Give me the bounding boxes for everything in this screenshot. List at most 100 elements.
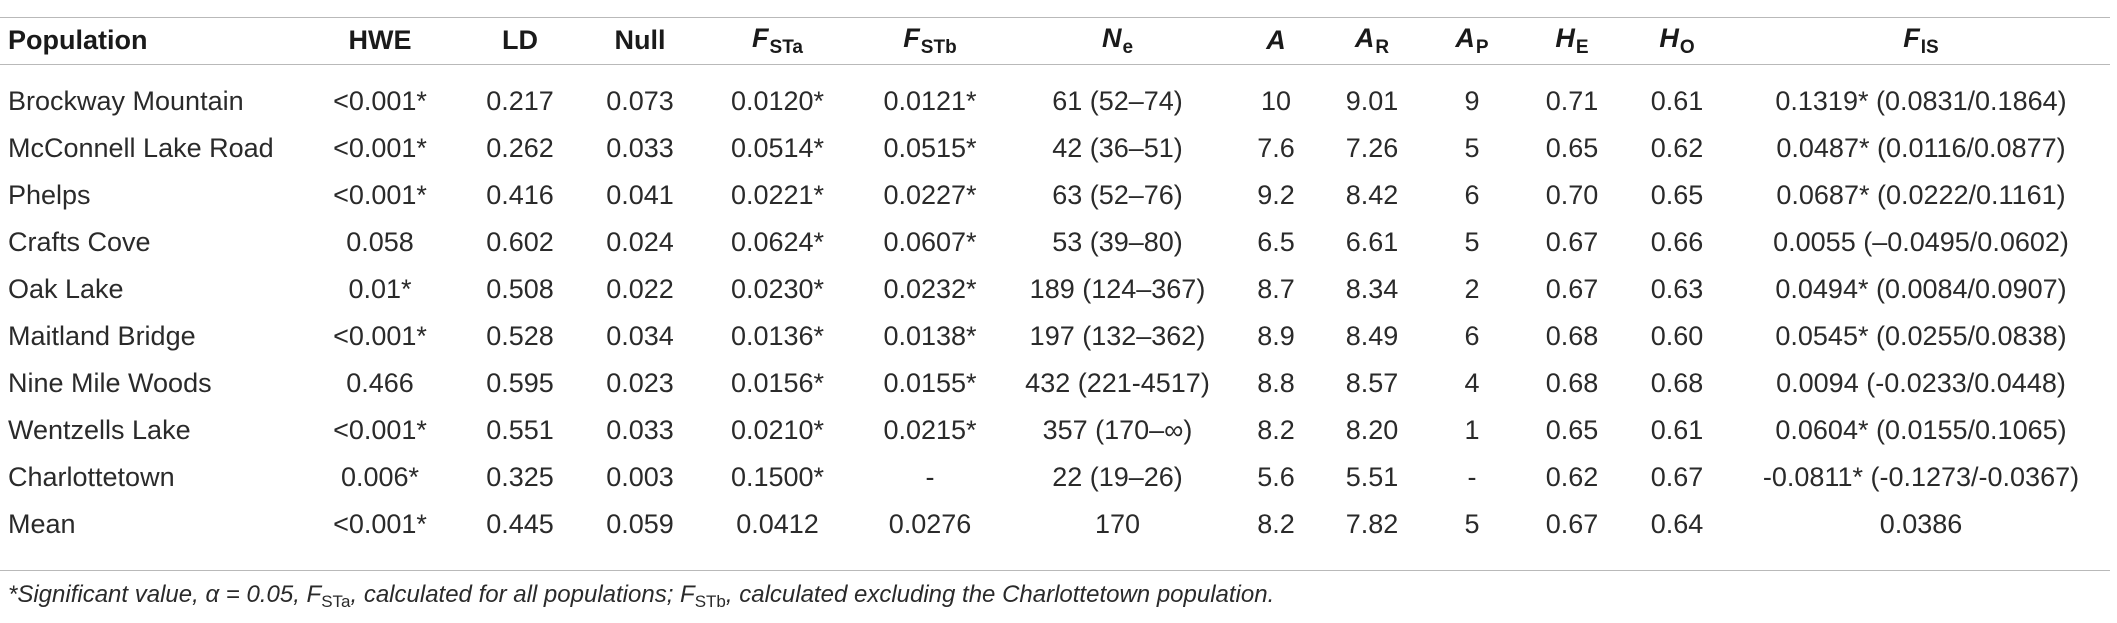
cell-a: 8.7 (1257, 274, 1295, 304)
cell-ne: 432 (221-4517) (1025, 368, 1210, 398)
footnote-text-1: *Significant value, α = 0.05, F (8, 581, 322, 608)
bottom-rule (0, 570, 2110, 571)
cell-ap: 4 (1464, 368, 1480, 398)
cell-ld: 0.551 (486, 415, 554, 445)
header-population-label: Population (8, 25, 148, 55)
cell-null: 0.003 (606, 462, 674, 492)
cell-null: 0.022 (606, 274, 674, 304)
cell-ld: 0.217 (486, 86, 554, 116)
header-ne-label: N (1101, 22, 1122, 53)
cell-ld: 0.508 (486, 274, 554, 304)
cell-population: Phelps (8, 180, 91, 210)
cell-a: 6.5 (1257, 227, 1295, 257)
cell-he: 0.68 (1545, 368, 1599, 398)
cell-fsta: 0.0412 (736, 509, 819, 539)
header-he-label: H (1555, 22, 1575, 53)
cell-fis: 0.0494* (0.0084/0.0907) (1775, 274, 2067, 304)
cell-fsta: 0.0221* (730, 180, 825, 210)
cell-hwe: 0.466 (346, 368, 414, 398)
cell-ap: 1 (1464, 415, 1480, 445)
header-a: A (1230, 17, 1322, 64)
cell-ar: 8.49 (1345, 321, 1399, 351)
cell-fis: 0.0094 (-0.0233/0.0448) (1776, 368, 2066, 398)
cell-null: 0.059 (606, 509, 674, 539)
cell-ar: 9.01 (1345, 86, 1399, 116)
cell-ne: 197 (132–362) (1029, 321, 1206, 351)
cell-hwe: <0.001* (333, 321, 427, 351)
cell-ap: 2 (1464, 274, 1480, 304)
cell-ld: 0.595 (486, 368, 554, 398)
cell-fis: 0.0545* (0.0255/0.0838) (1775, 321, 2067, 351)
table-body: Brockway Mountain <0.001* 0.217 0.073 0.0120… (0, 64, 2110, 548)
cell-ho: 0.60 (1650, 321, 1704, 351)
header-ap-label: A (1455, 22, 1475, 53)
cell-fsta: 0.1500* (730, 462, 825, 492)
cell-ho: 0.63 (1650, 274, 1704, 304)
cell-fstb: 0.0138* (883, 321, 977, 351)
cell-fis: 0.1319* (0.0831/0.1864) (1775, 86, 2067, 116)
cell-ap: 5 (1464, 133, 1480, 163)
header-population: Population (0, 17, 300, 64)
footnote-subscript-1: STa (321, 592, 351, 611)
top-rule (0, 17, 2110, 18)
header-hwe-label: HWE (348, 25, 412, 55)
cell-fstb: 0.0121* (883, 86, 977, 116)
header-ap: AP (1422, 17, 1522, 64)
header-fstb-subscript: STb (920, 36, 957, 58)
cell-fis: 0.0604* (0.0155/0.1065) (1775, 415, 2067, 445)
cell-a: 9.2 (1257, 180, 1295, 210)
cell-ne: 53 (39–80) (1052, 227, 1183, 257)
header-fsta-subscript: STa (769, 36, 803, 58)
header-fis: FIS (1732, 17, 2110, 64)
cell-null: 0.073 (606, 86, 674, 116)
header-ho-label: H (1659, 22, 1679, 53)
cell-hwe: <0.001* (333, 86, 427, 116)
cell-null: 0.033 (606, 415, 674, 445)
cell-ld: 0.602 (486, 227, 554, 257)
table-row: Maitland Bridge <0.001* 0.528 0.034 0.0136* 0… (0, 313, 2110, 360)
cell-a: 8.2 (1257, 415, 1295, 445)
cell-ho: 0.61 (1650, 86, 1704, 116)
cell-ar: 5.51 (1345, 462, 1399, 492)
cell-a: 10 (1260, 86, 1292, 116)
cell-null: 0.023 (606, 368, 674, 398)
cell-fstb: 0.0215* (883, 415, 977, 445)
cell-he: 0.67 (1545, 227, 1599, 257)
cell-hwe: 0.058 (346, 227, 414, 257)
table-row: Oak Lake 0.01* 0.508 0.022 0.0230* 0.0232* 189… (0, 266, 2110, 313)
header-ho: HO (1622, 17, 1732, 64)
cell-ap: 6 (1464, 180, 1480, 210)
cell-ho: 0.64 (1650, 509, 1704, 539)
cell-he: 0.65 (1545, 133, 1599, 163)
header-ld-label: LD (502, 25, 538, 55)
cell-population: Crafts Cove (8, 227, 151, 257)
cell-ap: 5 (1464, 509, 1480, 539)
cell-ld: 0.325 (486, 462, 554, 492)
cell-ne: 189 (124–367) (1029, 274, 1206, 304)
cell-ld: 0.416 (486, 180, 554, 210)
cell-ne: 170 (1094, 509, 1141, 539)
cell-fstb: 0.0607* (883, 227, 977, 257)
cell-hwe: <0.001* (333, 415, 427, 445)
table-row: McConnell Lake Road <0.001* 0.262 0.033 0.05… (0, 125, 2110, 172)
table-row: Nine Mile Woods 0.466 0.595 0.023 0.0156* 0.0… (0, 360, 2110, 407)
cell-fsta: 0.0120* (730, 86, 825, 116)
cell-he: 0.67 (1545, 274, 1599, 304)
footnote-text-2: , calculated for all populations; F (350, 581, 695, 608)
header-ar-label: A (1354, 22, 1375, 53)
cell-he: 0.70 (1545, 180, 1599, 210)
table-row: Wentzells Lake <0.001* 0.551 0.033 0.0210* 0.… (0, 407, 2110, 454)
header-null-label: Null (614, 25, 666, 55)
cell-ne: 357 (170–∞) (1042, 415, 1193, 445)
cell-ar: 7.82 (1345, 509, 1399, 539)
header-he-subscript: E (1575, 36, 1589, 58)
cell-null: 0.033 (606, 133, 674, 163)
cell-population: Mean (8, 509, 76, 539)
cell-a: 8.8 (1257, 368, 1295, 398)
header-ar-subscript: R (1375, 36, 1390, 58)
cell-fstb: - (925, 462, 935, 492)
cell-ar: 8.42 (1345, 180, 1399, 210)
cell-hwe: 0.006* (340, 462, 420, 492)
cell-ho: 0.62 (1650, 133, 1704, 163)
